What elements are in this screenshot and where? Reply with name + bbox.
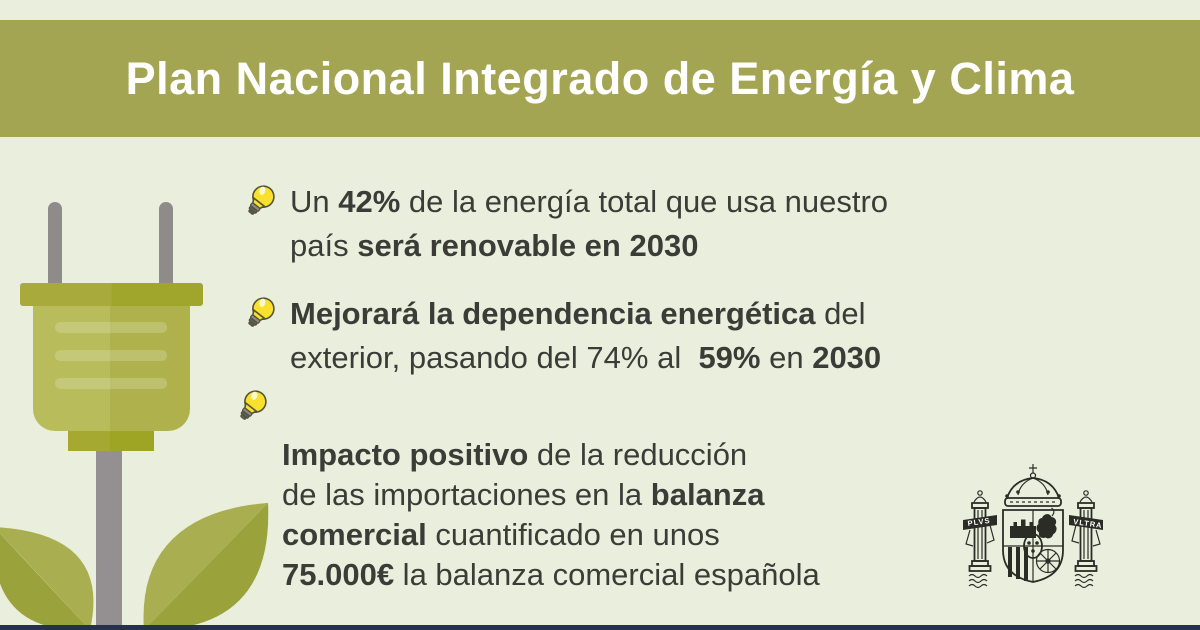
plant-leaves-icon — [0, 503, 269, 630]
plug-neck-icon — [68, 431, 154, 451]
lightbulb-icon — [248, 185, 275, 215]
plug-stripe-icon — [55, 322, 167, 333]
bullet-item: Un 42% de la energía total que usa nuest… — [240, 180, 888, 268]
plug-stripe-icon — [55, 378, 167, 389]
plug-cap-icon — [20, 283, 203, 306]
lightbulb-icon — [240, 390, 267, 420]
lightbulb-icon — [248, 297, 275, 327]
plug-stripe-icon — [55, 350, 167, 361]
motto-vltra: VLTRA — [1073, 517, 1103, 530]
bullet-item: Mejorará la dependencia energética del ex… — [240, 292, 881, 380]
plug-prong-right-icon — [159, 202, 173, 284]
bottom-bar — [0, 625, 1200, 630]
bullet-text: Mejorará la dependencia energética del ex… — [290, 296, 882, 375]
bullet-text: Un 42% de la energía total que usa nuest… — [290, 184, 889, 263]
header-banner: Plan Nacional Integrado de Energía y Cli… — [0, 20, 1200, 137]
motto-plus: PLVS — [967, 516, 991, 528]
plant-stem-icon — [96, 451, 122, 630]
bullet-item: Impacto positivo de la reducción de las i… — [232, 385, 820, 595]
plug-prong-left-icon — [48, 202, 62, 284]
page-title: Plan Nacional Integrado de Energía y Cli… — [125, 52, 1075, 104]
bullet-text: Impacto positivo de la reducción de las i… — [282, 437, 820, 592]
spain-coat-of-arms: PLVS VLTRA — [963, 464, 1103, 589]
plug-body-icon — [33, 306, 190, 431]
